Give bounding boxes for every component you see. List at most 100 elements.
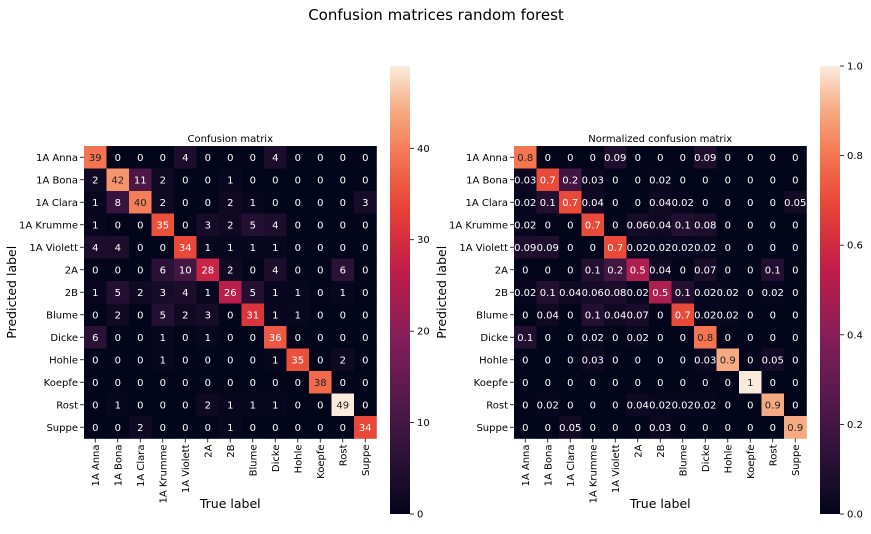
y-tick-label: 1A Violett	[459, 243, 508, 254]
heatmap-cell	[559, 303, 582, 327]
cell-value: 0.1	[585, 310, 601, 321]
heatmap-cell	[174, 258, 197, 282]
cell-value: 0	[272, 378, 278, 389]
cell-value: 0	[545, 220, 551, 231]
heatmap-cell	[331, 393, 355, 417]
heatmap-cell	[106, 191, 130, 214]
cell-value: 4	[272, 220, 278, 231]
cell-value: 0	[747, 423, 753, 434]
heatmap-cell	[286, 191, 310, 214]
cell-value: 0.02	[537, 400, 559, 411]
heatmap-cell	[559, 168, 582, 192]
y-tick-label: Koepfe	[44, 378, 78, 389]
cell-value: 49	[336, 400, 349, 411]
matrix-title: Normalized confusion matrix	[588, 134, 732, 145]
cell-value: 0	[792, 220, 798, 231]
x-tick-label: Hohle	[293, 445, 304, 474]
cell-value: 0	[250, 378, 256, 389]
heatmap-cell	[196, 393, 220, 417]
cell-value: 0	[182, 400, 188, 411]
heatmap-cell	[514, 213, 537, 237]
heatmap-cell	[559, 191, 582, 214]
heatmap-cell	[151, 236, 175, 259]
cell-value: 0	[115, 153, 121, 164]
heatmap-cell	[536, 191, 560, 214]
cell-value: 0	[317, 175, 323, 186]
heatmap-cell	[129, 146, 152, 169]
y-tick-label: 1A Violett	[29, 243, 78, 254]
cell-value: 0	[680, 265, 686, 276]
cell-value: 0	[317, 333, 323, 344]
heatmap-cell	[286, 236, 310, 259]
heatmap-cell	[739, 371, 762, 394]
cell-value: 0	[362, 288, 368, 299]
heatmap-cell	[536, 303, 560, 327]
y-tick-label: 1A Anna	[36, 153, 78, 164]
cell-value: 0	[725, 265, 731, 276]
cell-value: 0.02	[694, 288, 716, 299]
cell-value: 31	[246, 310, 259, 321]
heatmap-cell	[581, 168, 605, 192]
heatmap-cell	[536, 371, 560, 394]
heatmap-cell	[716, 371, 740, 394]
heatmap-cell	[309, 168, 332, 192]
cell-value: 0	[590, 378, 596, 389]
heatmap-cell	[739, 393, 762, 417]
heatmap-cell	[106, 326, 130, 349]
heatmap-cell	[174, 371, 197, 394]
heatmap-cell	[84, 393, 107, 417]
heatmap-cell	[354, 348, 377, 372]
heatmap-cell	[174, 348, 197, 372]
x-tick-label: Suppe	[361, 445, 372, 477]
heatmap-cell	[129, 371, 152, 394]
cell-value: 1	[295, 310, 301, 321]
heatmap-cell	[716, 303, 740, 327]
heatmap-cell	[671, 236, 695, 259]
cell-value: 0	[567, 378, 573, 389]
cell-value: 0.9	[787, 423, 803, 434]
cell-value: 0.1	[540, 198, 556, 209]
cell-value: 0.5	[652, 288, 668, 299]
cell-value: 0.03	[649, 423, 671, 434]
heatmap-cell	[604, 236, 627, 259]
heatmap-cell	[286, 258, 310, 282]
heatmap-cell	[694, 281, 717, 304]
heatmap-cell	[264, 326, 287, 349]
cell-value: 0	[362, 333, 368, 344]
heatmap-cell	[716, 213, 740, 237]
cell-value: 0	[295, 198, 301, 209]
heatmap-cell	[739, 303, 762, 327]
heatmap-cell	[241, 146, 265, 169]
heatmap-cell	[354, 416, 377, 439]
heatmap-cell	[761, 326, 785, 349]
cell-value: 34	[179, 243, 192, 254]
heatmap-cell	[694, 326, 717, 349]
heatmap-cell	[784, 168, 807, 192]
heatmap-cell	[649, 416, 672, 439]
cell-value: 0.02	[672, 198, 694, 209]
cell-value: 0	[747, 400, 753, 411]
heatmap-cell	[716, 326, 740, 349]
cell-value: 0.02	[672, 400, 694, 411]
x-tick-label: Rost	[338, 444, 349, 466]
heatmap-cell	[739, 213, 762, 237]
colorbar	[390, 66, 410, 514]
cell-value: 0	[137, 333, 143, 344]
cell-value: 0	[657, 333, 663, 344]
cell-value: 0	[567, 220, 573, 231]
colorbar-tick-label: 0.4	[847, 330, 863, 341]
cell-value: 0	[567, 153, 573, 164]
cell-value: 0.5	[630, 265, 646, 276]
heatmap-cell	[761, 348, 785, 372]
cell-value: 0.06	[582, 288, 604, 299]
heatmap-cell	[784, 258, 807, 282]
heatmap-cell	[514, 236, 537, 259]
heatmap-cell	[151, 326, 175, 349]
heatmap-cell	[264, 258, 287, 282]
cell-value: 2	[205, 400, 211, 411]
heatmap-cell	[129, 416, 152, 439]
heatmap-cell	[604, 191, 627, 214]
heatmap-cell	[174, 146, 197, 169]
heatmap-cell	[106, 416, 130, 439]
